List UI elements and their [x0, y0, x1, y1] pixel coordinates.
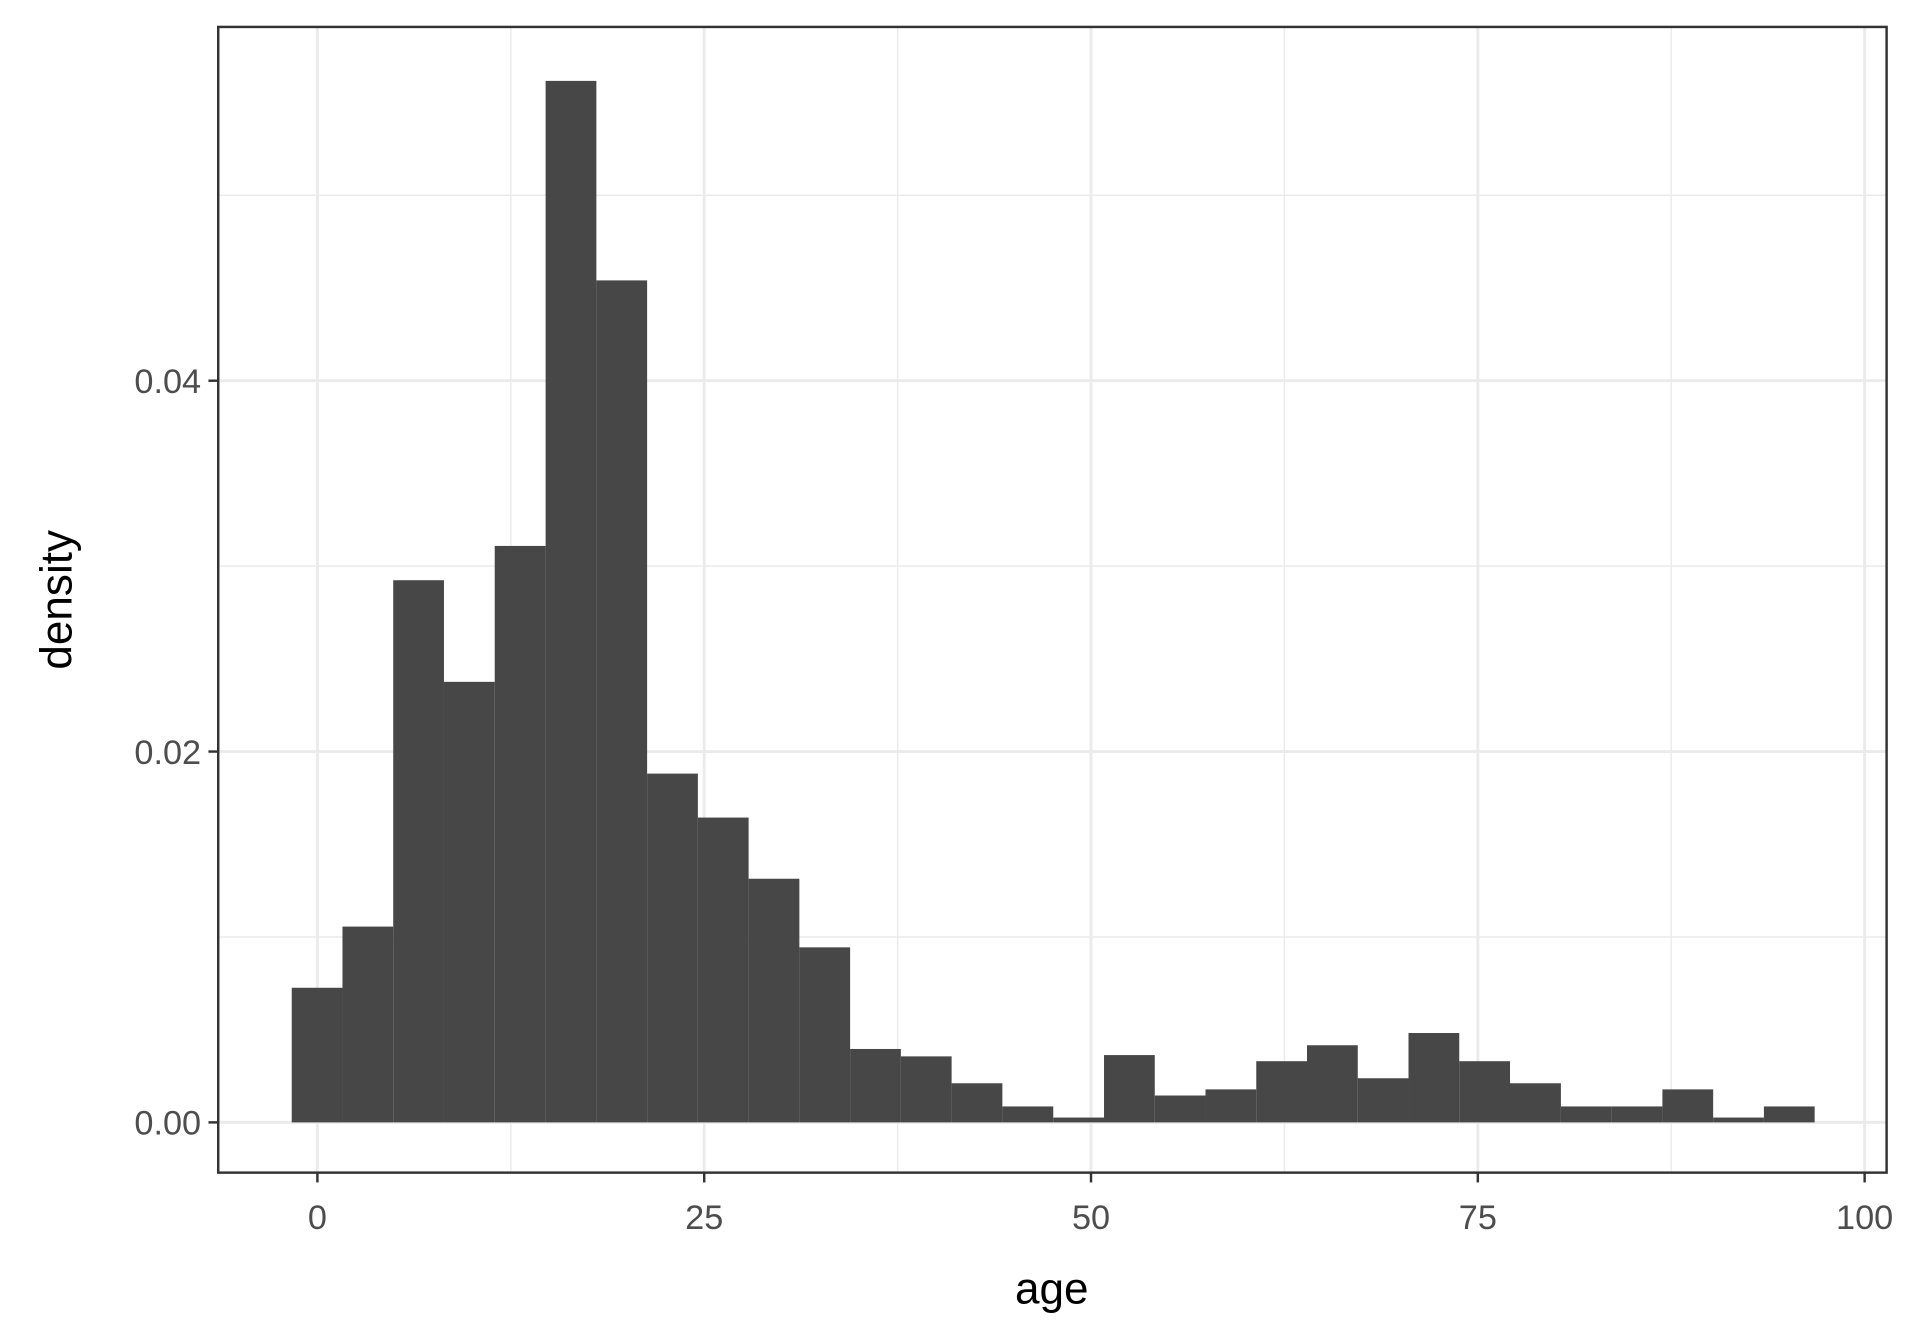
bar — [1205, 1089, 1257, 1123]
bar — [647, 773, 698, 1123]
bar — [748, 878, 800, 1123]
bar — [494, 545, 546, 1123]
bar — [1154, 1095, 1206, 1123]
bar — [697, 817, 749, 1123]
bar — [799, 947, 851, 1123]
x-tick-label: 25 — [685, 1199, 723, 1237]
bar — [342, 926, 394, 1123]
bar — [1357, 1078, 1409, 1123]
bar — [1256, 1061, 1308, 1123]
bar — [1408, 1033, 1460, 1123]
bar — [850, 1048, 901, 1123]
bar — [291, 987, 343, 1123]
bar — [1763, 1106, 1815, 1123]
y-tick-label: 0.00 — [134, 1105, 201, 1143]
y-axis-title: density — [32, 530, 81, 670]
bar — [1459, 1061, 1511, 1123]
y-tick-label: 0.04 — [134, 363, 201, 401]
x-axis-title: age — [1015, 1265, 1089, 1314]
bar — [1560, 1106, 1612, 1123]
x-tick-label: 75 — [1459, 1199, 1497, 1237]
bar — [1307, 1045, 1358, 1123]
bar — [1662, 1089, 1714, 1123]
bar — [545, 80, 597, 1123]
x-tick-label: 50 — [1072, 1199, 1110, 1237]
x-tick-label: 0 — [308, 1199, 327, 1237]
bar — [1104, 1055, 1155, 1123]
bar — [1053, 1117, 1105, 1123]
bar — [900, 1056, 952, 1123]
bar — [596, 280, 648, 1123]
x-tick-label: 100 — [1836, 1199, 1893, 1237]
bar — [1002, 1106, 1054, 1123]
panel-border — [217, 25, 1888, 1174]
bar — [443, 681, 495, 1123]
bar — [1611, 1106, 1663, 1123]
bar — [951, 1083, 1003, 1123]
bar — [393, 580, 444, 1123]
bar — [1510, 1083, 1561, 1123]
y-tick-label: 0.02 — [134, 734, 201, 772]
bar — [1713, 1117, 1764, 1123]
